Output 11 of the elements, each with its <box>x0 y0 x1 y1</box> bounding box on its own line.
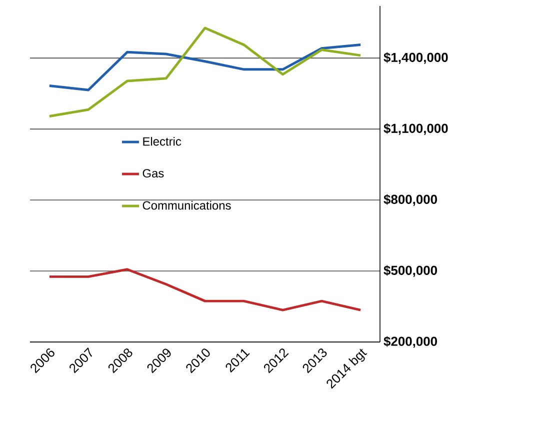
y-tick-label: $1,100,000 <box>384 123 448 135</box>
line-series <box>48 26 362 118</box>
legend-label: Gas <box>142 169 164 178</box>
line-series <box>48 44 362 92</box>
legend-label: Communications <box>142 200 231 210</box>
legend-label: Electric <box>143 136 182 146</box>
line-series <box>48 268 362 312</box>
y-tick-label: $200,000 <box>384 336 437 348</box>
y-tick-label: $500,000 <box>384 265 437 277</box>
y-tick-label: $1,400,000 <box>384 52 448 64</box>
y-tick-label: $800,000 <box>384 194 437 206</box>
